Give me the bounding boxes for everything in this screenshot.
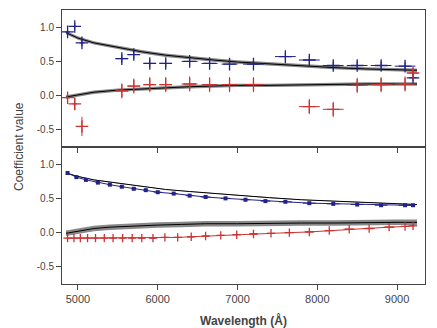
svg-text:1.0: 1.0	[40, 159, 54, 170]
svg-text:-0.5: -0.5	[37, 261, 55, 272]
svg-text:Wavelength (Å): Wavelength (Å)	[200, 313, 287, 328]
svg-text:6000: 6000	[145, 293, 169, 305]
svg-text:9000: 9000	[385, 293, 409, 305]
svg-text:Coefficient value: Coefficient value	[12, 102, 26, 191]
svg-text:-0.5: -0.5	[37, 124, 55, 135]
svg-text:1.0: 1.0	[40, 22, 54, 33]
svg-text:7000: 7000	[225, 293, 249, 305]
svg-text:0.0: 0.0	[40, 227, 54, 238]
svg-text:0.0: 0.0	[40, 90, 54, 101]
svg-text:0.5: 0.5	[40, 56, 54, 67]
svg-text:8000: 8000	[305, 293, 329, 305]
svg-text:5000: 5000	[66, 293, 90, 305]
svg-text:0.5: 0.5	[40, 193, 54, 204]
